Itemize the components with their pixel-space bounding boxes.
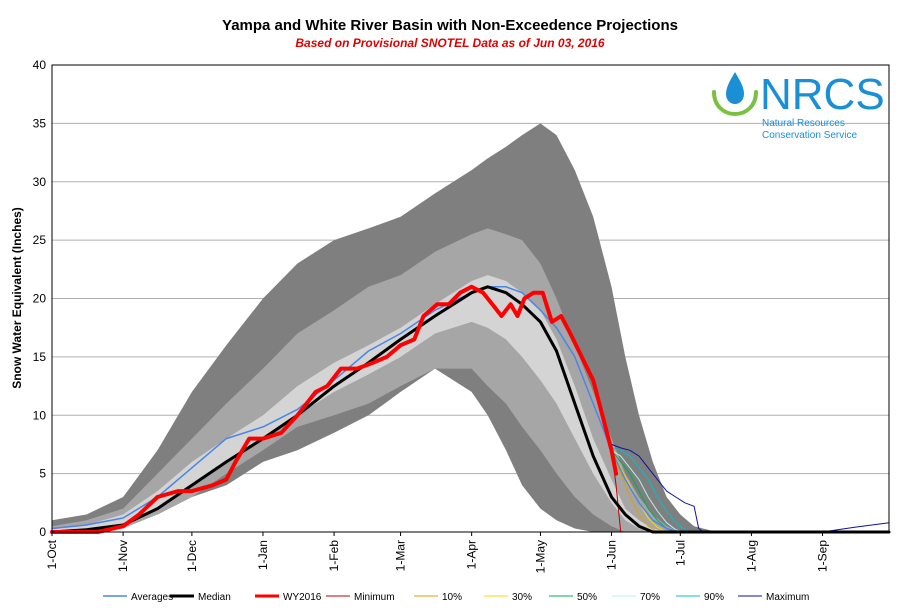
y-tick-label: 15 <box>33 350 47 364</box>
y-axis-ticks: 0 5 10 15 20 25 30 35 40 <box>33 58 47 539</box>
series-line-averages <box>51 286 890 533</box>
series-line-70pct <box>611 449 684 533</box>
y-tick-label: 30 <box>33 175 47 189</box>
y-tick-label: 40 <box>33 58 47 72</box>
legend-label-wy2016: WY2016 <box>283 592 322 603</box>
plot-area: 0 5 10 15 20 25 30 35 40 1-Oct 1-Nov 1-Dec 1-Jan 1-F… <box>33 58 891 573</box>
logo-wordmark: NRCS <box>760 70 885 119</box>
series-line-median <box>50 285 891 534</box>
legend-label-70pct: 70% <box>640 592 660 603</box>
x-tick-label: 1-Dec <box>185 540 199 572</box>
chart-title: Yampa and White River Basin with Non-Exc… <box>222 17 678 34</box>
y-tick-label: 35 <box>33 116 47 130</box>
x-tick-label: 1-Jun <box>605 540 619 570</box>
x-axis-ticks: 1-Oct 1-Nov 1-Dec 1-Jan 1-Feb 1-Mar 1-Apr 1-May… <box>45 532 829 573</box>
x-tick-label: 1-Oct <box>45 539 59 569</box>
x-tick-label: 1-Apr <box>465 540 479 569</box>
y-tick-label: 5 <box>39 467 46 481</box>
y-tick-label: 20 <box>33 292 47 306</box>
x-tick-label: 1-Aug <box>744 540 758 572</box>
logo-line-1: Natural Resources <box>762 118 845 129</box>
series-line-90pct <box>611 447 693 533</box>
legend-label-50pct: 50% <box>577 592 597 603</box>
legend-label-90pct: 90% <box>704 592 724 603</box>
y-tick-label: 10 <box>33 408 47 422</box>
y-tick-label: 0 <box>39 525 46 539</box>
chart-subtitle: Based on Provisional SNOTEL Data as of J… <box>295 36 605 50</box>
logo-line-2: Conservation Service <box>762 130 857 141</box>
water-drop-icon <box>726 72 744 104</box>
legend-label-maximum: Maximum <box>766 592 809 603</box>
x-tick-label: 1-Feb <box>327 540 341 572</box>
x-tick-label: 1-Jul <box>673 540 687 566</box>
series-line-wy2016 <box>50 284 619 534</box>
x-tick-label: 1-May <box>533 540 547 573</box>
x-tick-label: 1-Mar <box>394 540 408 571</box>
legend-label-median: Median <box>198 592 231 603</box>
x-tick-label: 1-Sep <box>815 540 829 572</box>
y-tick-label: 25 <box>33 233 47 247</box>
plot-frame <box>51 64 890 533</box>
legend-label-30pct: 30% <box>512 592 532 603</box>
legend-label-minimum: Minimum <box>354 592 395 603</box>
leaf-arc-icon <box>712 90 758 117</box>
legend-label-averages: Averages <box>131 592 173 603</box>
band-30-70 <box>52 275 889 532</box>
y-axis-label: Snow Water Equivalent (Inches) <box>10 207 24 389</box>
nrcs-logo: NRCS Natural Resources Conservation Serv… <box>712 70 885 141</box>
x-tick-label: 1-Nov <box>116 540 130 572</box>
legend-label-10pct: 10% <box>442 592 462 603</box>
x-tick-label: 1-Jan <box>256 540 270 570</box>
series-line-10pct <box>611 449 658 533</box>
legend: Averages Median WY2016 Minimum 10% 30% 50% 70% 9… <box>103 592 809 603</box>
